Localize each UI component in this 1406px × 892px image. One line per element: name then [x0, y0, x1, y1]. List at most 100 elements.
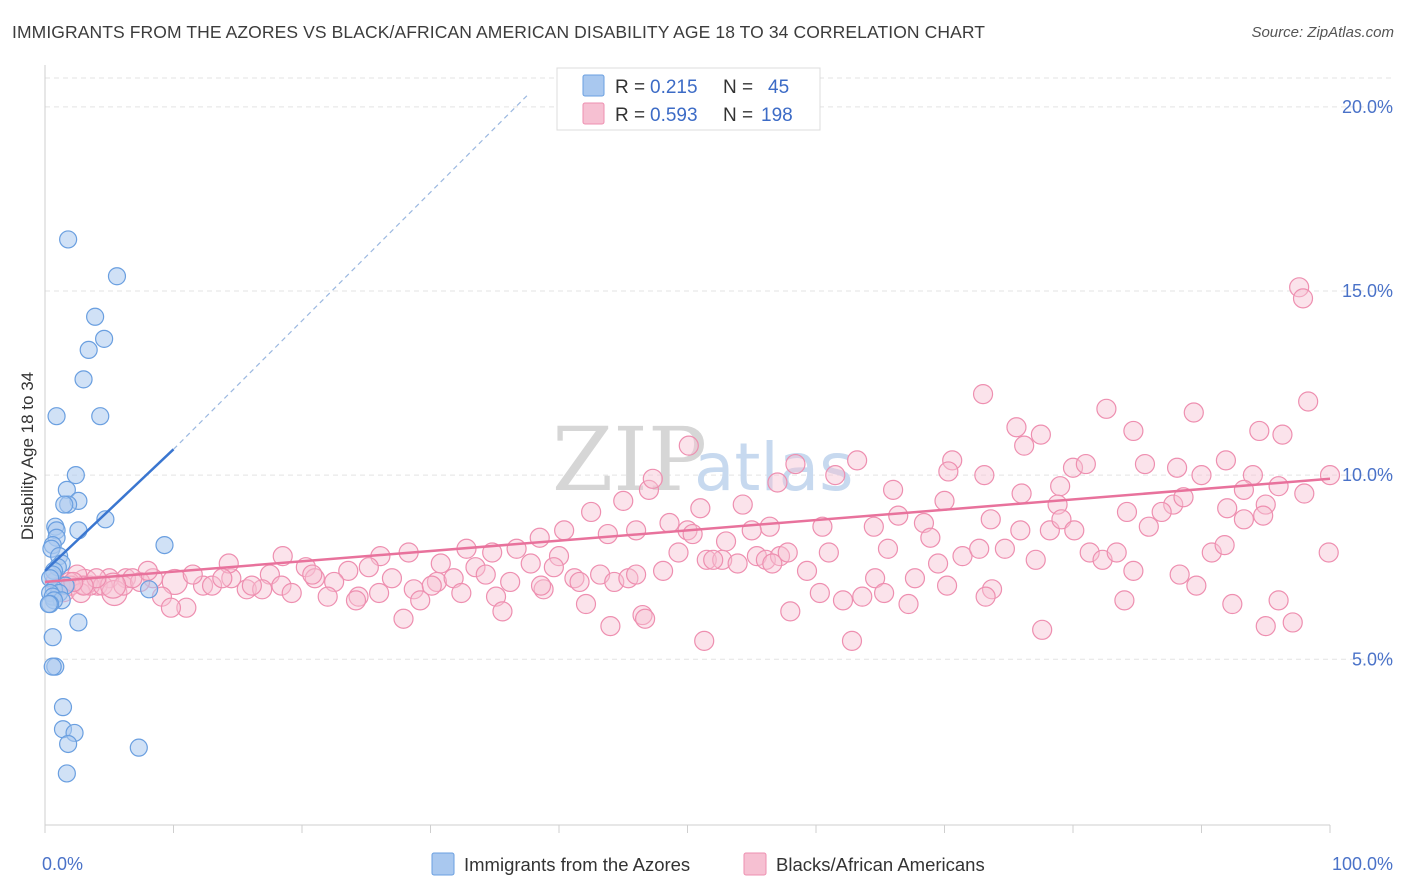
y-axis-label: Disability Age 18 to 34 — [18, 372, 37, 540]
pink-point — [852, 586, 873, 607]
pink-point — [841, 630, 863, 651]
pink-point — [1268, 590, 1289, 611]
blue-point — [55, 495, 74, 514]
pink-point — [690, 498, 711, 519]
pink-point — [492, 601, 513, 622]
pink-point — [1050, 476, 1071, 497]
pink-point — [324, 571, 345, 593]
pink-trend-line — [44, 477, 1331, 584]
blue-trend-extension — [173, 95, 528, 450]
pink-point — [1163, 494, 1184, 515]
pink-point — [100, 572, 127, 599]
bottom-legend-swatch-blue — [431, 852, 455, 876]
pink-point — [520, 553, 541, 574]
pink-point — [888, 505, 909, 526]
pink-point — [176, 597, 197, 618]
y-tick-labels: 5.0% 10.0% 15.0% 20.0% — [1342, 97, 1393, 669]
pink-point — [1169, 564, 1190, 585]
pink-point — [600, 616, 621, 637]
pink-point — [1318, 542, 1339, 563]
pink-point — [569, 571, 590, 593]
pink-point — [1233, 479, 1255, 500]
blue-point — [47, 407, 66, 426]
legend-n-value-pink: 198 — [761, 105, 793, 126]
pink-point — [1079, 542, 1100, 563]
pink-point — [1096, 398, 1117, 419]
pink-point — [865, 568, 886, 589]
pink-series-points — [45, 277, 1341, 651]
pink-point — [694, 630, 715, 651]
pink-point — [348, 586, 369, 607]
y-tick-label-2: 15.0% — [1342, 281, 1393, 301]
pink-point — [1255, 616, 1276, 637]
pink-point — [934, 490, 955, 512]
y-tick-label-1: 10.0% — [1342, 465, 1393, 485]
pink-point — [548, 546, 570, 567]
pink-point — [393, 608, 414, 629]
axes — [44, 65, 1331, 833]
pink-point — [369, 582, 390, 604]
pink-point — [975, 586, 996, 607]
pink-point — [715, 531, 737, 552]
trend-lines — [44, 95, 1331, 584]
pink-point — [1011, 483, 1032, 504]
pink-point — [832, 590, 854, 611]
pink-point — [980, 509, 1001, 530]
pink-point — [1217, 498, 1238, 519]
pink-point — [1233, 509, 1255, 530]
pink-point — [668, 542, 689, 563]
pink-point — [101, 579, 128, 607]
blue-point — [155, 535, 174, 555]
pink-point — [638, 479, 660, 500]
pink-point — [1222, 593, 1243, 615]
pink-point — [974, 465, 995, 486]
pink-point — [500, 571, 521, 593]
pink-point — [732, 494, 753, 515]
pink-point — [1294, 483, 1315, 504]
pink-point — [317, 586, 338, 607]
pink-point — [696, 549, 717, 570]
pink-point — [904, 568, 926, 589]
pink-point — [972, 383, 994, 405]
pink-point — [1116, 501, 1138, 523]
blue-point — [59, 734, 78, 754]
legend-r-label-blue: R = — [615, 77, 645, 98]
pink-point — [581, 501, 602, 523]
pink-point — [1201, 542, 1222, 563]
pink-point — [863, 516, 884, 537]
bottom-legend-swatch-pink — [743, 852, 767, 876]
pink-point — [874, 582, 895, 604]
pink-point — [818, 542, 839, 563]
blue-point — [139, 580, 159, 599]
pink-point — [809, 582, 830, 604]
pink-point — [597, 523, 618, 545]
blue-point — [59, 230, 78, 249]
pink-point — [625, 520, 647, 541]
pink-point — [1114, 590, 1135, 611]
pink-point — [1183, 402, 1204, 423]
pink-point — [952, 546, 973, 567]
pink-point — [530, 575, 552, 596]
pink-point — [1062, 457, 1084, 478]
blue-point — [39, 594, 58, 614]
legend-n-label-pink: N = — [723, 105, 753, 126]
pink-point — [272, 546, 293, 567]
pink-point — [1123, 420, 1144, 442]
pink-point — [767, 472, 788, 493]
pink-point — [1134, 453, 1156, 475]
pink-point — [785, 453, 806, 475]
pink-point — [465, 557, 486, 578]
pink-point — [345, 590, 367, 611]
pink-point — [994, 538, 1015, 559]
pink-point — [936, 575, 958, 596]
pink-point — [358, 557, 379, 578]
pink-point — [796, 560, 818, 581]
pink-point — [475, 564, 496, 585]
pink-point — [727, 553, 748, 574]
pink-point — [703, 549, 724, 570]
pink-point — [1151, 501, 1172, 523]
pink-point — [634, 608, 656, 629]
top-legend: R = 0.215 N = 45 R = 0.593 N = 198 — [556, 67, 821, 131]
pink-point — [1173, 487, 1194, 508]
pink-point — [762, 553, 783, 574]
